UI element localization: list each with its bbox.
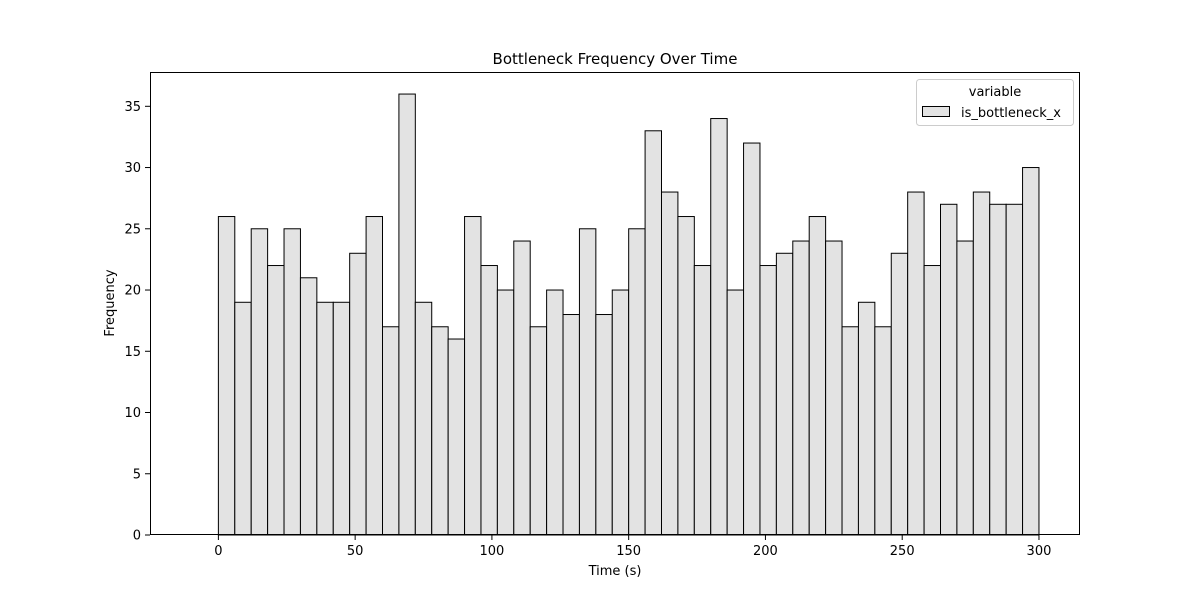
histogram-bar: [578, 228, 597, 536]
y-tick-label: 15: [124, 345, 141, 360]
histogram-bar: [431, 326, 449, 536]
plot-frame: [150, 72, 1080, 535]
histogram-bar: [299, 277, 318, 536]
y-tick-label: 35: [124, 100, 141, 115]
histogram-bar: [283, 228, 301, 536]
x-tick-label: 250: [890, 544, 915, 559]
x-tick-label: 100: [479, 544, 504, 559]
legend: variable is_bottleneck_x: [916, 79, 1074, 126]
histogram-bar: [234, 301, 252, 536]
x-tick-label: 300: [1027, 544, 1052, 559]
y-axis-label: Frequency: [103, 269, 118, 336]
histogram-bar: [759, 265, 777, 536]
histogram-bar: [792, 240, 810, 536]
histogram-bar: [956, 240, 974, 536]
histogram-bar: [250, 228, 269, 536]
histogram-bar: [661, 191, 679, 536]
x-axis-ticks: 0 50 100 150 200 250 300: [214, 535, 1051, 559]
y-tick-label: 20: [124, 284, 141, 299]
histogram-bar: [808, 216, 827, 536]
histogram-bar: [628, 228, 646, 536]
y-tick-label: 10: [124, 406, 141, 421]
histogram-bar: [513, 240, 531, 536]
histogram-bar: [874, 326, 892, 536]
x-tick-label: 50: [347, 544, 364, 559]
histogram-bar: [382, 326, 400, 536]
histogram-bar: [332, 301, 351, 536]
legend-title: variable: [969, 85, 1021, 100]
histogram-bar: [857, 301, 876, 536]
y-tick-label: 5: [133, 467, 141, 482]
x-tick-label: 0: [214, 544, 222, 559]
histogram-bar: [365, 216, 383, 536]
x-tick-label: 200: [753, 544, 778, 559]
y-tick-label: 0: [133, 529, 141, 544]
histogram-bar: [841, 326, 859, 536]
histogram-bar: [349, 252, 367, 536]
legend-box: [916, 79, 1074, 126]
histogram-bar: [890, 252, 909, 536]
histogram-bar: [529, 326, 548, 536]
histogram-bar: [940, 203, 958, 536]
histogram-bar: [398, 93, 416, 536]
histogram-bar: [546, 289, 564, 536]
histogram-bar: [710, 118, 728, 536]
histogram-bar: [316, 301, 334, 536]
histogram-bar: [1022, 167, 1040, 536]
histogram-bar: [1005, 203, 1024, 536]
histogram-bar: [644, 130, 663, 536]
histogram-bar: [480, 265, 498, 536]
y-tick-label: 30: [124, 161, 141, 176]
legend-label: is_bottleneck_x: [961, 106, 1061, 121]
histogram-bar: [923, 265, 942, 536]
histogram-bar: [693, 265, 712, 536]
histogram-bar: [447, 338, 466, 536]
histogram-bar: [562, 314, 580, 536]
x-tick-label: 150: [616, 544, 641, 559]
histogram-bar: [267, 265, 285, 536]
histogram-bar: [217, 216, 236, 536]
histogram-bar: [414, 301, 433, 536]
histogram-bar: [743, 142, 761, 536]
histogram-bar: [989, 203, 1007, 536]
y-tick-label: 25: [124, 222, 141, 237]
x-axis-label: Time (s): [588, 564, 642, 579]
y-axis-ticks: 0 5 10 15 20 25 30 35: [124, 100, 150, 544]
histogram-bar: [464, 216, 482, 536]
histogram-bar: [726, 289, 745, 536]
histogram-bar: [677, 216, 695, 536]
chart-title: Bottleneck Frequency Over Time: [493, 50, 738, 68]
histogram-bar: [972, 191, 991, 536]
histogram-bar: [825, 240, 843, 536]
histogram-bar: [775, 252, 794, 536]
histogram-bar: [907, 191, 925, 536]
histogram-bar: [611, 289, 630, 536]
histogram-bar: [496, 289, 515, 536]
legend-swatch: [922, 106, 950, 117]
histogram-bar: [595, 314, 613, 536]
